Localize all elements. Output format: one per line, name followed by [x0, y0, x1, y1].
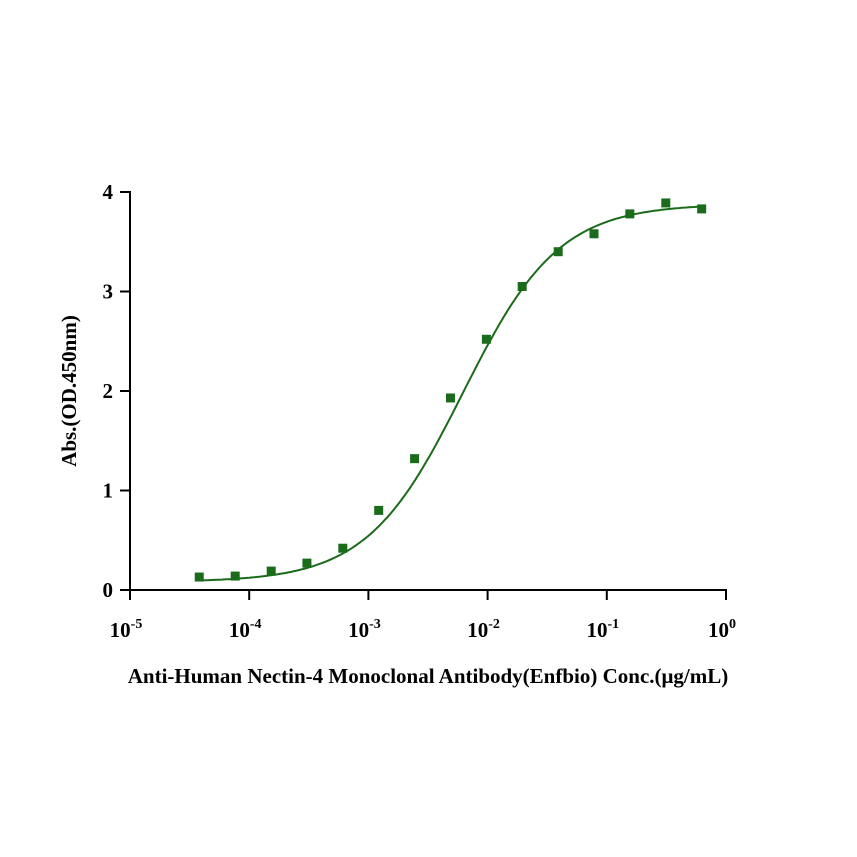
x-axis-label: Anti-Human Nectin-4 Monoclonal Antibody(… [128, 664, 729, 688]
x-tick-label: 10-3 [348, 617, 381, 642]
y-tick-label: 2 [103, 379, 114, 403]
y-tick-label: 1 [103, 479, 114, 503]
y-tick-label: 3 [103, 280, 114, 304]
data-point [517, 282, 527, 292]
fit-curve [199, 205, 702, 582]
y-tick-label: 0 [103, 578, 114, 602]
x-tick-label: 10-2 [467, 617, 500, 642]
data-point [266, 566, 276, 576]
data-point [697, 204, 707, 214]
data-point [553, 247, 563, 257]
x-tick-label: 10-5 [110, 617, 143, 642]
x-tick-labels: 10-5 10-4 10-3 10-2 10-1 100 [110, 617, 736, 642]
y-axis-label: Abs.(OD.450nm) [57, 315, 81, 467]
axes [120, 191, 727, 600]
data-point [338, 543, 348, 553]
x-tick-label: 10-4 [229, 617, 262, 642]
y-tick-label: 4 [103, 180, 114, 204]
y-tick-labels: 0 1 2 3 4 [103, 180, 114, 602]
data-point [410, 454, 420, 464]
data-point [589, 229, 599, 239]
data-point [194, 572, 204, 582]
x-tick-label: 100 [708, 617, 736, 642]
data-point [445, 393, 455, 403]
data-point [481, 334, 491, 344]
data-points [194, 198, 707, 582]
data-point [374, 505, 384, 515]
data-point [625, 209, 635, 219]
data-point [302, 558, 312, 568]
data-point [661, 198, 671, 208]
data-point [230, 571, 240, 581]
x-tick-label: 10-1 [586, 617, 619, 642]
